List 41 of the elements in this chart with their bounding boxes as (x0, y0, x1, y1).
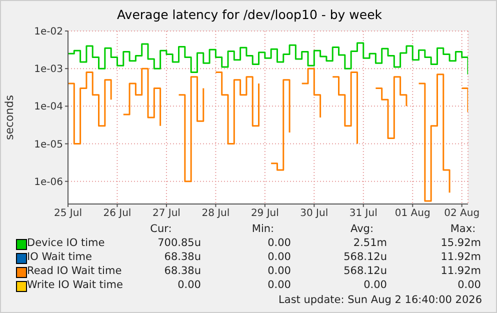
y-tick-label: 1e-05 (34, 139, 63, 150)
text: 0.00 (266, 265, 291, 277)
y-axis-title: seconds (2, 94, 16, 140)
text: 0.00 (178, 279, 201, 291)
y-tick-label: 1e-03 (34, 64, 63, 76)
y-tick-label: 1e-04 (34, 102, 63, 113)
x-tick-label: 27 Jul (152, 208, 180, 220)
text: 568.12u (342, 251, 387, 263)
text: Cur: (149, 223, 173, 235)
x-tick-label: 01 Aug (394, 208, 430, 220)
text: Avg: (350, 223, 374, 235)
y-tick-label: 1e-06 (34, 176, 63, 188)
chart-title: Average latency for /dev/loop10 - by week (116, 7, 383, 22)
x-tick-label: 28 Jul (202, 208, 230, 220)
text: 0.00 (362, 279, 387, 291)
text: 0.00 (266, 279, 291, 291)
x-tick-label: 29 Jul (250, 208, 279, 220)
x-tick-label: 25 Jul (54, 208, 82, 220)
legend-label: IO Wait time (27, 251, 92, 263)
x-tick-label: 02 Aug (444, 208, 480, 220)
text: 15.92m (440, 237, 481, 249)
text: 11.92m (440, 265, 481, 277)
text: 2.51m (352, 237, 387, 249)
text: Max: (449, 223, 477, 235)
text: Min: (250, 223, 276, 235)
y-tick-label: 1e-02 (34, 26, 63, 38)
text: 0.00 (266, 237, 291, 249)
x-tick-label: 30 Jul (300, 208, 328, 220)
legend-label: Write IO Wait time (27, 279, 123, 291)
text: 568.12u (342, 265, 387, 277)
text: 68.38u (163, 265, 201, 277)
x-tick-label: 26 Jul (103, 208, 132, 220)
legend-label: Read IO Wait time (27, 265, 122, 277)
x-tick-label: 31 Jul (349, 208, 378, 220)
text: 0.00 (456, 279, 481, 291)
text: 0.00 (266, 251, 291, 263)
legend-label: Device IO time (27, 237, 105, 249)
text: 68.38u (163, 251, 201, 263)
text: Last update: Sun Aug 2 16:40:00 2026 (278, 294, 482, 306)
text: 11.92m (440, 251, 481, 263)
text: 700.85u (156, 237, 201, 249)
